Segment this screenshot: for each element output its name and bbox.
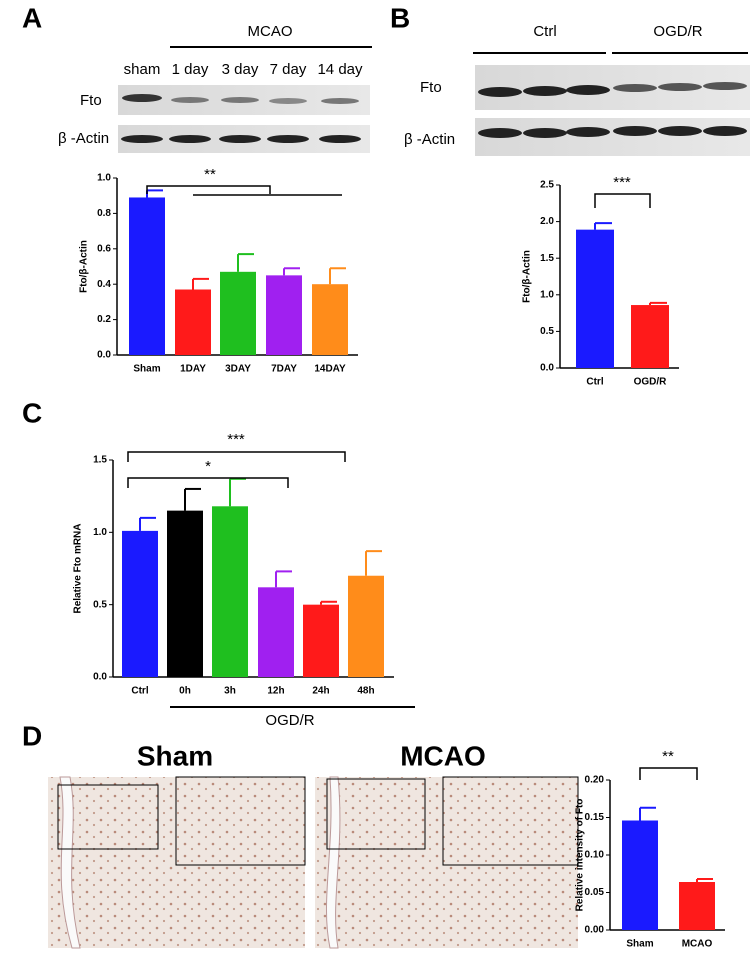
x-tick-label: 48h bbox=[357, 686, 374, 697]
lane-label: sham bbox=[124, 61, 161, 78]
row-label: Fto bbox=[80, 92, 102, 109]
x-tick-label: 14DAY bbox=[314, 364, 346, 375]
panel-label: B bbox=[390, 2, 410, 33]
x-tick-label: 1DAY bbox=[180, 364, 206, 375]
y-axis-label: Fto/β-Actin bbox=[79, 240, 90, 293]
x-tick-label: 3h bbox=[224, 686, 236, 697]
x-tick-label: Ctrl bbox=[131, 686, 148, 697]
bar bbox=[122, 530, 158, 677]
x-tick-label: 24h bbox=[312, 686, 329, 697]
x-tick-label: 7DAY bbox=[271, 364, 297, 375]
x-tick-label: MCAO bbox=[682, 939, 713, 950]
panel-label: D bbox=[22, 720, 42, 751]
significance-bracket bbox=[127, 451, 346, 462]
y-tick-label: 0.00 bbox=[585, 925, 605, 936]
bar bbox=[266, 275, 302, 355]
bar bbox=[129, 197, 165, 355]
y-tick-label: 0.0 bbox=[540, 363, 554, 374]
panel-label: C bbox=[22, 397, 42, 428]
bar bbox=[576, 229, 614, 368]
lane-label: 3 day bbox=[222, 61, 259, 78]
x-tick-label: 0h bbox=[179, 686, 191, 697]
bar bbox=[631, 305, 669, 368]
lane-label: 1 day bbox=[172, 61, 209, 78]
image-label: Sham bbox=[137, 740, 213, 771]
y-tick-label: 0.8 bbox=[97, 208, 111, 219]
bar bbox=[258, 587, 294, 677]
lane-label: 7 day bbox=[270, 61, 307, 78]
y-tick-label: 0.5 bbox=[93, 599, 107, 610]
group-label: OGD/R bbox=[265, 712, 314, 729]
y-axis-label: Fto/β-Actin bbox=[522, 250, 533, 303]
x-tick-label: Ctrl bbox=[586, 377, 603, 388]
bar bbox=[622, 820, 658, 930]
bar bbox=[212, 506, 248, 677]
row-label: Fto bbox=[420, 79, 442, 96]
significance-label: *** bbox=[227, 431, 245, 448]
x-tick-label: Sham bbox=[626, 939, 653, 950]
y-tick-label: 1.5 bbox=[93, 455, 107, 466]
y-tick-label: 1.0 bbox=[93, 527, 107, 538]
y-tick-label: 2.5 bbox=[540, 180, 554, 191]
y-tick-label: 0.6 bbox=[97, 243, 111, 254]
y-tick-label: 0.0 bbox=[93, 672, 107, 683]
row-label: β -Actin bbox=[404, 131, 455, 148]
y-tick-label: 0.5 bbox=[540, 326, 554, 337]
y-tick-label: 0.05 bbox=[585, 887, 605, 898]
significance-label: ** bbox=[204, 166, 216, 183]
y-tick-label: 0.15 bbox=[585, 812, 605, 823]
group-label: Ctrl bbox=[533, 23, 556, 40]
blot-image bbox=[475, 65, 750, 156]
y-tick-label: 0.4 bbox=[97, 279, 111, 290]
significance-bracket bbox=[594, 193, 651, 208]
panel-label: A bbox=[22, 2, 42, 33]
significance-label: *** bbox=[613, 174, 631, 191]
bar bbox=[312, 284, 348, 355]
image-label: MCAO bbox=[400, 740, 486, 771]
significance-bracket bbox=[639, 767, 698, 780]
y-tick-label: 0.0 bbox=[97, 350, 111, 361]
y-tick-label: 0.10 bbox=[585, 850, 605, 861]
group-label: OGD/R bbox=[653, 23, 702, 40]
bar bbox=[220, 271, 256, 355]
significance-bracket bbox=[146, 185, 271, 194]
y-tick-label: 2.0 bbox=[540, 216, 554, 227]
significance-label: * bbox=[205, 458, 211, 475]
y-axis-label: Relative Fto mRNA bbox=[73, 523, 84, 613]
x-tick-label: 12h bbox=[267, 686, 284, 697]
y-tick-label: 1.5 bbox=[540, 253, 554, 264]
x-tick-label: 3DAY bbox=[225, 364, 251, 375]
y-axis-label: Relative intensity of Fto bbox=[575, 799, 586, 912]
x-tick-label: OGD/R bbox=[634, 377, 668, 388]
bar bbox=[175, 289, 211, 355]
lane-label: 14 day bbox=[317, 61, 363, 78]
bar bbox=[679, 882, 715, 930]
bar bbox=[303, 604, 339, 677]
y-tick-label: 1.0 bbox=[540, 289, 554, 300]
blot-image bbox=[118, 85, 370, 153]
significance-label: ** bbox=[662, 748, 674, 765]
bar bbox=[348, 575, 384, 677]
y-tick-label: 1.0 bbox=[97, 173, 111, 184]
y-tick-label: 0.20 bbox=[585, 775, 605, 786]
histology-image bbox=[48, 776, 579, 949]
y-tick-label: 0.2 bbox=[97, 314, 111, 325]
significance-bracket bbox=[127, 477, 289, 488]
row-label: β -Actin bbox=[58, 130, 109, 147]
group-label: MCAO bbox=[248, 23, 293, 40]
x-tick-label: Sham bbox=[133, 364, 160, 375]
bar bbox=[167, 510, 203, 677]
